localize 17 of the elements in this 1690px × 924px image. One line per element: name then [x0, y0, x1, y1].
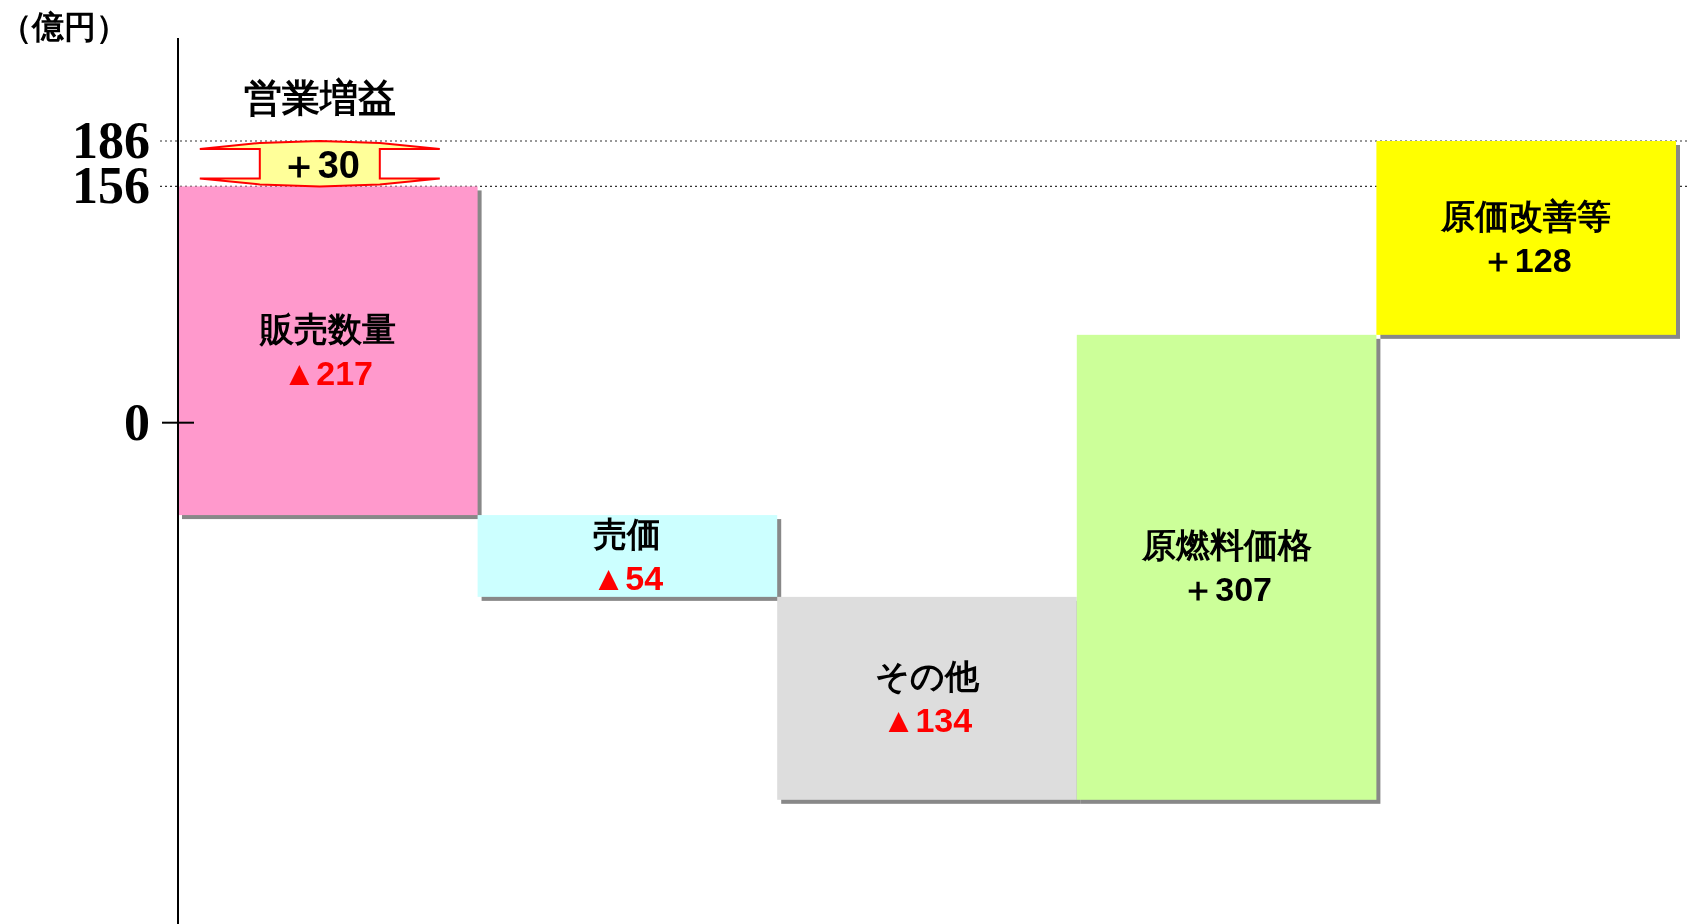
annotation: 営業増益: [243, 76, 396, 119]
annotation: ＋30: [279, 143, 360, 186]
bar: [777, 596, 1077, 800]
bar: [1076, 334, 1377, 800]
data-label: ▲134: [881, 701, 973, 740]
data-label: ▲217: [282, 353, 373, 392]
data-label: ＋307: [1181, 570, 1272, 609]
y-tick-label: 0: [124, 393, 150, 451]
data-label: ＋128: [1480, 240, 1572, 279]
x-tick-label: 販売数量: [258, 309, 396, 348]
data-label: ▲54: [591, 558, 664, 597]
x-tick-label: その他: [875, 657, 980, 696]
y-axis-title: （億円）: [0, 9, 128, 45]
x-tick-label: 売価: [593, 514, 662, 553]
y-tick-label: 186: [72, 111, 150, 169]
x-tick-label: 原燃料価格: [1140, 526, 1312, 565]
x-tick-label: 原価改善等: [1440, 196, 1612, 235]
